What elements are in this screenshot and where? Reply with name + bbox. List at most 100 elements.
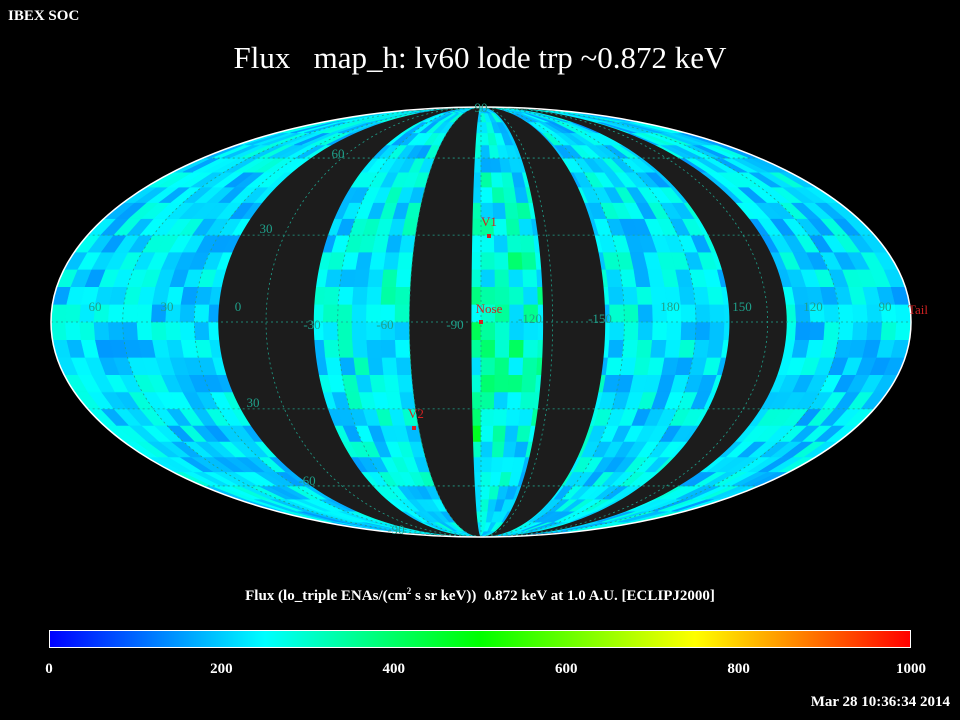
flux-pixel bbox=[605, 268, 623, 288]
flux-pixel bbox=[351, 304, 368, 323]
latitude-label: 90 bbox=[475, 100, 488, 115]
flux-pixel bbox=[523, 339, 539, 358]
longitude-label: -30 bbox=[303, 317, 320, 332]
colorbar-caption: Flux (lo_triple ENAs/(cm2 s sr keV)) 0.8… bbox=[0, 586, 960, 605]
flux-pixel bbox=[480, 471, 492, 487]
flux-pixel bbox=[852, 321, 869, 340]
flux-pixel bbox=[521, 374, 537, 393]
marker-label: Tail bbox=[908, 302, 928, 317]
colorbar bbox=[49, 630, 911, 648]
flux-pixel bbox=[323, 304, 339, 323]
flux-pixel bbox=[880, 321, 897, 340]
flux-pixel bbox=[507, 374, 524, 393]
flux-pixel bbox=[636, 286, 653, 305]
flux-pixel bbox=[51, 304, 68, 323]
flux-pixel bbox=[493, 408, 508, 426]
longitude-label: 0 bbox=[235, 299, 242, 314]
flux-pixel bbox=[504, 202, 520, 219]
flux-pixel bbox=[383, 374, 401, 393]
flux-pixel bbox=[480, 391, 495, 410]
flux-pixel bbox=[637, 304, 654, 323]
flux-pixel bbox=[505, 218, 521, 236]
caption-part-1: Flux (lo_triple ENAs/(cm bbox=[245, 588, 407, 604]
flux-pixel bbox=[380, 286, 397, 305]
flux-pixel bbox=[337, 304, 353, 323]
longitude-line bbox=[122, 107, 482, 537]
longitude-line bbox=[408, 107, 482, 537]
flux-pixel bbox=[521, 251, 537, 270]
flux-pixel bbox=[367, 268, 385, 288]
flux-pixel bbox=[323, 286, 340, 305]
chart-title: Flux map_h: lv60 lode trp ~0.872 keV bbox=[233, 40, 727, 75]
flux-pixel bbox=[353, 268, 371, 288]
flux-pixel bbox=[664, 339, 682, 358]
caption-part-2: s sr keV)) 0.872 keV at 1.0 A.U. [ECLIPJ… bbox=[411, 588, 715, 604]
flux-pixel bbox=[837, 321, 854, 340]
colorbar-tick-label: 1000 bbox=[896, 661, 926, 677]
longitude-label: 60 bbox=[89, 299, 102, 314]
flux-pixel bbox=[325, 268, 343, 288]
corner-label: IBEX SOC bbox=[8, 8, 80, 24]
flux-pixel bbox=[622, 286, 639, 305]
flux-pixel bbox=[380, 339, 397, 358]
flux-pixel bbox=[650, 339, 668, 358]
flux-pixel bbox=[480, 251, 496, 270]
flux-pixel bbox=[366, 339, 383, 358]
flux-pixel bbox=[179, 321, 196, 340]
flux-pixel bbox=[494, 251, 510, 270]
flux-pixel bbox=[480, 339, 496, 358]
flux-pixel bbox=[352, 286, 369, 305]
flux-pixel bbox=[480, 171, 493, 188]
flux-pixel bbox=[709, 304, 725, 323]
longitude-label: 180 bbox=[660, 299, 680, 314]
caption-superscript: 2 bbox=[406, 586, 412, 596]
flux-pixel bbox=[823, 321, 840, 340]
flux-pixel bbox=[494, 321, 510, 340]
flux-pixel bbox=[706, 286, 725, 305]
flux-pixel bbox=[383, 251, 401, 270]
flux-pixel bbox=[494, 374, 510, 393]
flux-pixel bbox=[494, 339, 510, 358]
data-gap-bands bbox=[218, 107, 787, 537]
flux-pixel bbox=[65, 304, 82, 323]
flux-pixel bbox=[508, 356, 524, 376]
longitude-label: 30 bbox=[161, 299, 174, 314]
flux-pixel bbox=[194, 304, 210, 323]
flux-pixel bbox=[694, 304, 711, 323]
graticule-labels: 60 30 0 -30 -60 -90 -120 -150 180 150 120 90 90 60 30 3… bbox=[89, 100, 892, 537]
flux-pixel bbox=[680, 321, 697, 340]
flux-pixel bbox=[490, 171, 504, 188]
flux-pixel bbox=[636, 339, 653, 358]
flux-pixel bbox=[323, 321, 339, 340]
flux-pixel bbox=[339, 268, 357, 288]
longitude-line bbox=[480, 107, 554, 537]
flux-pixel bbox=[108, 304, 125, 323]
latitude-label: -90 bbox=[387, 522, 404, 537]
flux-pixel bbox=[352, 339, 369, 358]
marker-dot bbox=[412, 426, 416, 430]
marker-label: Nose bbox=[476, 301, 503, 316]
flux-pixel bbox=[852, 304, 869, 323]
flux-pixel bbox=[506, 391, 522, 410]
flux-pixel bbox=[165, 321, 182, 340]
flux-pixel bbox=[694, 321, 711, 340]
flux-pixel bbox=[480, 485, 491, 500]
flux-pixel bbox=[508, 339, 525, 358]
flux-pixel bbox=[381, 268, 398, 288]
flux-pixel bbox=[605, 356, 623, 376]
flux-pixel bbox=[367, 356, 385, 376]
flux-pixel bbox=[179, 304, 196, 323]
flux-pixel bbox=[480, 157, 492, 173]
no-data-band bbox=[481, 107, 787, 537]
longitude-line bbox=[480, 107, 840, 537]
flux-pixel bbox=[395, 356, 412, 376]
flux-pixel bbox=[93, 321, 110, 340]
flux-pixel bbox=[480, 268, 496, 288]
flux-pixel bbox=[492, 425, 507, 442]
flux-pixel bbox=[108, 321, 125, 340]
flux-pixel bbox=[480, 144, 491, 159]
marker-dot bbox=[487, 234, 491, 238]
flux-pixel bbox=[490, 456, 504, 473]
flux-pixel bbox=[622, 339, 639, 358]
